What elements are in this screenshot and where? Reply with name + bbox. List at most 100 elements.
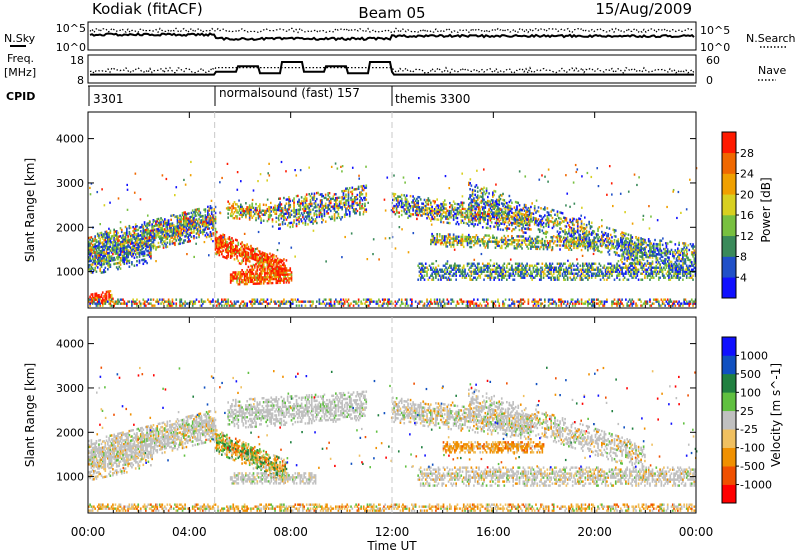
- echo-cell: [464, 269, 466, 271]
- echo-cell: [463, 246, 465, 248]
- echo-cell: [226, 241, 228, 243]
- echo-cell: [120, 263, 122, 265]
- echo-cell: [408, 203, 410, 205]
- echo-cell: [198, 234, 200, 236]
- echo-cell: [331, 216, 333, 218]
- echo-cell: [296, 223, 298, 225]
- echo-cell: [449, 222, 451, 224]
- echo-cell: [355, 212, 357, 214]
- echo-cell: [544, 206, 546, 208]
- echo-cell: [533, 213, 535, 215]
- echo-cell: [262, 272, 264, 274]
- echo-cell: [92, 255, 94, 257]
- echo-cell: [250, 245, 252, 247]
- echo-cell: [445, 207, 447, 209]
- echo-cell: [129, 266, 131, 268]
- echo-cell: [474, 190, 476, 192]
- echo-cell: [515, 226, 517, 228]
- echo-cell: [215, 228, 217, 230]
- echo-cell: [438, 218, 440, 220]
- echo-cell: [543, 222, 545, 224]
- echo-cell: [167, 246, 169, 248]
- echo-cell: [553, 209, 555, 211]
- echo-cell: [298, 199, 300, 201]
- echo-cell: [538, 263, 540, 265]
- echo-cell: [483, 187, 485, 189]
- echo-cell: [587, 249, 589, 251]
- echo-cell: [398, 215, 400, 217]
- echo-cell: [538, 206, 540, 208]
- echo-cell: [559, 231, 561, 233]
- echo-cell: [453, 200, 455, 202]
- echo-cell: [538, 218, 540, 220]
- echo-cell: [129, 260, 131, 262]
- echo-cell: [291, 214, 293, 216]
- echo-cell: [208, 227, 210, 229]
- echo-cell: [341, 216, 343, 218]
- echo-cell: [225, 239, 227, 241]
- echo-cell: [301, 196, 303, 198]
- echo-cell: [349, 187, 351, 189]
- echo-cell: [395, 193, 397, 195]
- echo-cell: [256, 247, 258, 249]
- echo-cell: [560, 228, 562, 230]
- nsky-tick-bottom: 10^0: [56, 41, 86, 54]
- echo-cell: [334, 213, 336, 215]
- echo-cell: [142, 225, 144, 227]
- echo-cell: [429, 217, 431, 219]
- echo-cell: [312, 208, 314, 210]
- nave-tick-bottom: 0: [706, 74, 713, 87]
- echo-cell: [434, 216, 436, 218]
- echo-cell: [491, 221, 493, 223]
- echo-cell: [503, 199, 505, 201]
- echo-cell: [514, 279, 516, 281]
- echo-cell: [251, 203, 253, 205]
- echo-cell: [134, 265, 136, 267]
- echo-cell: [104, 271, 106, 273]
- echo-cell: [496, 209, 498, 211]
- echo-cell: [653, 277, 655, 279]
- echo-cell: [199, 212, 201, 214]
- echo-cell: [175, 239, 177, 241]
- echo-cell: [458, 203, 460, 205]
- echo-cell: [419, 206, 421, 208]
- echo-cell: [213, 208, 215, 210]
- echo-cell: [444, 199, 446, 201]
- echo-cell: [538, 210, 540, 212]
- echo-cell: [316, 222, 318, 224]
- echo-cell: [284, 223, 286, 225]
- echo-cell: [642, 279, 644, 281]
- echo-cell: [136, 264, 138, 266]
- echo-cell: [481, 267, 483, 269]
- echo-cell: [407, 201, 409, 203]
- echo-cell: [464, 208, 466, 210]
- echo-cell: [530, 206, 532, 208]
- echo-cell: [500, 218, 502, 220]
- echo-cell: [341, 206, 343, 208]
- echo-cell: [552, 217, 554, 219]
- echo-cell: [300, 214, 302, 216]
- echo-cell: [243, 208, 245, 210]
- echo-cell: [192, 213, 194, 215]
- echo-cell: [450, 279, 452, 281]
- echo-cell: [682, 279, 684, 281]
- echo-cell: [477, 187, 479, 189]
- echo-cell: [511, 216, 513, 218]
- echo-cell: [503, 267, 505, 269]
- echo-cell: [559, 248, 561, 250]
- echo-cell: [117, 232, 119, 234]
- echo-cell: [511, 202, 513, 204]
- echo-cell: [348, 189, 350, 191]
- echo-cell: [462, 220, 464, 222]
- echo-cell: [129, 246, 131, 248]
- echo-cell: [231, 237, 233, 239]
- echo-cell: [188, 212, 190, 214]
- echo-cell: [351, 191, 353, 193]
- echo-cell: [327, 212, 329, 214]
- echo-cell: [562, 212, 564, 214]
- freq-tick-top: 18: [70, 54, 84, 67]
- echo-cell: [430, 202, 432, 204]
- echo-cell: [316, 206, 318, 208]
- echo-cell: [543, 226, 545, 228]
